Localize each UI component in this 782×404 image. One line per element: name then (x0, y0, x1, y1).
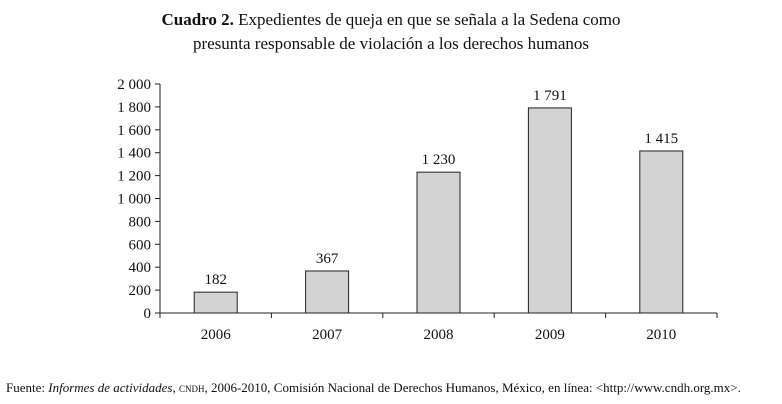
x-tick-label: 2010 (646, 327, 676, 343)
y-tick-label: 400 (129, 260, 152, 276)
source-suffix: >. (730, 380, 741, 395)
source-url[interactable]: http://www.cndh.org.mx (603, 380, 731, 395)
y-tick-label: 0 (144, 306, 152, 322)
bar-value-label: 1 230 (422, 152, 456, 168)
bar-2010 (639, 150, 684, 314)
bar-2006 (193, 291, 238, 314)
x-tick-label: 2007 (312, 327, 343, 343)
chart-labels: 0 200 400 600 800 1 000 1 200 1 400 1 600 1 800 2 … (117, 77, 678, 343)
bar-2008 (416, 171, 461, 314)
y-tick-label: 600 (129, 237, 152, 253)
title-label: Cuadro 2. (161, 10, 234, 29)
source-publication: Informes de actividades (48, 380, 173, 395)
y-tick-label: 200 (129, 283, 152, 299)
bar-value-label: 367 (316, 251, 339, 267)
x-tick-label: 2006 (201, 327, 232, 343)
title-line-1: Cuadro 2. Expedientes de queja en que se… (0, 8, 782, 32)
x-tick-label: 2009 (535, 327, 565, 343)
x-tick-label: 2008 (424, 327, 454, 343)
y-tick-label: 1 000 (117, 192, 151, 208)
y-tick-label: 1 200 (117, 169, 151, 185)
source-details: , 2006-2010, Comisión Nacional de Derech… (204, 380, 604, 395)
y-tick-label: 1 400 (117, 146, 151, 162)
y-tick-label: 2 000 (117, 77, 151, 93)
bar-value-label: 1 791 (533, 88, 567, 104)
bar-2007 (305, 270, 350, 314)
source-org-abbr: cndh (178, 380, 205, 395)
bar-value-label: 182 (204, 272, 227, 288)
source-prefix: Fuente: (6, 380, 49, 395)
y-tick-label: 1 600 (117, 123, 151, 139)
chart-bars (193, 107, 684, 314)
bar-2009 (527, 107, 572, 314)
bar-value-label: 1 415 (644, 131, 678, 147)
y-tick-label: 800 (129, 214, 152, 230)
chart-title: Cuadro 2. Expedientes de queja en que se… (0, 8, 782, 56)
title-text-2: presunta responsable de violación a los … (192, 34, 590, 53)
title-text-1: Expedientes de queja en que se señala a … (238, 10, 621, 29)
source-note: Fuente: Informes de actividades, cndh, 2… (6, 380, 741, 395)
y-tick-label: 1 800 (117, 100, 151, 116)
